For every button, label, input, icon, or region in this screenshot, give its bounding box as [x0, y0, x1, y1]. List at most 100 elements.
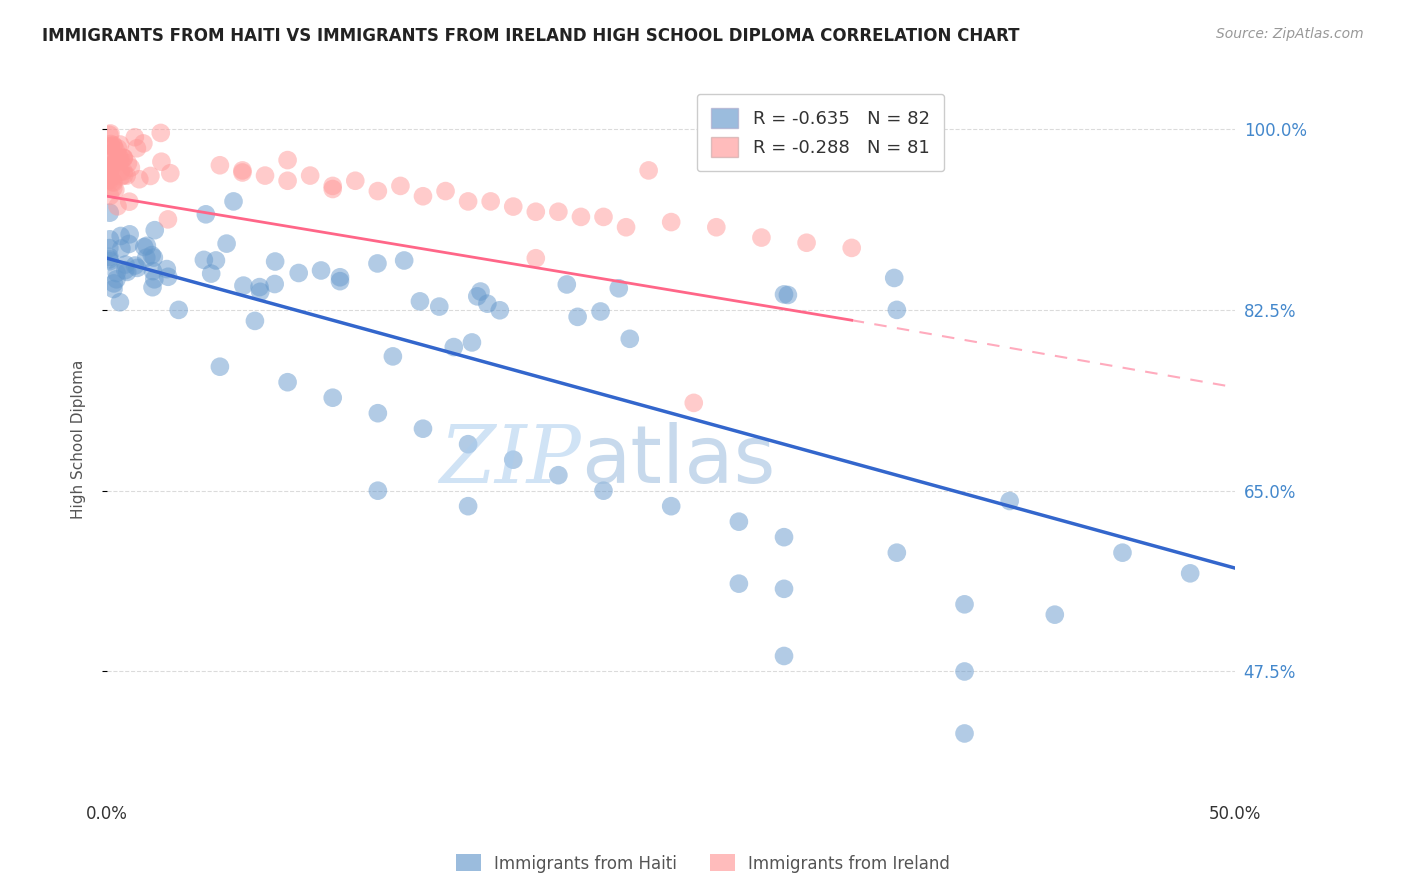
Point	[479, 194, 502, 209]
Point	[366, 256, 388, 270]
Point	[659, 215, 682, 229]
Point	[751, 230, 773, 244]
Point	[98, 189, 121, 203]
Point	[443, 340, 465, 354]
Point	[98, 164, 121, 178]
Point	[104, 183, 127, 197]
Point	[117, 156, 139, 170]
Point	[589, 304, 612, 318]
Point	[118, 236, 141, 251]
Point	[953, 597, 976, 611]
Point	[704, 220, 727, 235]
Point	[277, 174, 299, 188]
Point	[98, 232, 121, 246]
Point	[607, 281, 630, 295]
Point	[465, 289, 488, 303]
Point	[103, 277, 125, 291]
Point	[100, 127, 122, 141]
Point	[277, 375, 299, 389]
Point	[502, 452, 524, 467]
Point	[457, 194, 479, 209]
Point	[264, 254, 287, 268]
Point	[253, 169, 276, 183]
Legend: R = -0.635   N = 82, R = -0.288   N = 81: R = -0.635 N = 82, R = -0.288 N = 81	[697, 94, 945, 171]
Point	[103, 181, 125, 195]
Point	[108, 151, 131, 165]
Point	[103, 282, 125, 296]
Point	[157, 269, 180, 284]
Point	[194, 207, 217, 221]
Point	[98, 250, 121, 264]
Point	[110, 152, 132, 166]
Point	[114, 263, 136, 277]
Point	[567, 310, 589, 324]
Point	[592, 483, 614, 498]
Point	[100, 145, 122, 160]
Point	[118, 227, 141, 242]
Point	[637, 163, 659, 178]
Point	[773, 287, 796, 301]
Point	[156, 262, 179, 277]
Point	[128, 172, 150, 186]
Point	[105, 152, 128, 166]
Point	[150, 154, 173, 169]
Point	[112, 151, 135, 165]
Point	[776, 288, 799, 302]
Point	[381, 350, 404, 364]
Point	[231, 165, 253, 179]
Point	[309, 263, 332, 277]
Point	[193, 252, 215, 267]
Text: ZIP: ZIP	[439, 422, 581, 500]
Point	[135, 239, 157, 253]
Point	[249, 280, 271, 294]
Point	[728, 515, 751, 529]
Point	[142, 251, 165, 265]
Point	[108, 137, 131, 152]
Point	[108, 295, 131, 310]
Point	[841, 241, 863, 255]
Point	[287, 266, 309, 280]
Point	[524, 252, 547, 266]
Point	[592, 210, 614, 224]
Point	[98, 162, 121, 177]
Point	[796, 235, 818, 250]
Point	[215, 236, 238, 251]
Point	[125, 141, 148, 155]
Point	[208, 158, 231, 172]
Point	[392, 253, 415, 268]
Point	[100, 139, 122, 153]
Point	[457, 437, 479, 451]
Point	[243, 314, 266, 328]
Point	[118, 194, 141, 209]
Point	[998, 494, 1021, 508]
Point	[98, 128, 121, 142]
Point	[149, 126, 172, 140]
Point	[1111, 546, 1133, 560]
Point	[502, 200, 524, 214]
Point	[135, 251, 157, 265]
Point	[98, 171, 121, 186]
Point	[100, 136, 122, 151]
Point	[470, 285, 492, 299]
Point	[100, 160, 122, 174]
Point	[231, 163, 253, 178]
Point	[200, 267, 222, 281]
Point	[98, 168, 121, 182]
Point	[773, 582, 796, 596]
Point	[547, 204, 569, 219]
Point	[412, 189, 434, 203]
Point	[434, 184, 457, 198]
Point	[427, 300, 450, 314]
Point	[367, 406, 389, 420]
Point	[110, 229, 132, 244]
Point	[322, 391, 344, 405]
Point	[105, 266, 128, 280]
Point	[886, 302, 908, 317]
Point	[232, 278, 254, 293]
Point	[277, 153, 299, 167]
Point	[107, 141, 129, 155]
Point	[110, 242, 132, 256]
Point	[412, 422, 434, 436]
Point	[167, 302, 190, 317]
Text: IMMIGRANTS FROM HAITI VS IMMIGRANTS FROM IRELAND HIGH SCHOOL DIPLOMA CORRELATION: IMMIGRANTS FROM HAITI VS IMMIGRANTS FROM…	[42, 27, 1019, 45]
